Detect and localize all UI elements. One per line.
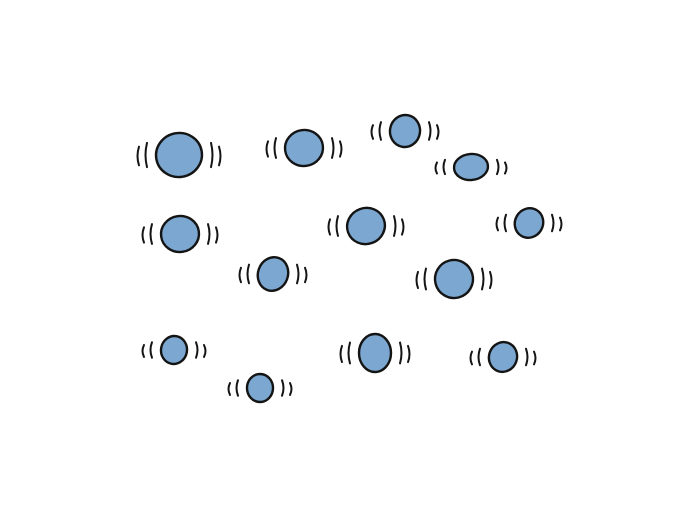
motion-line-right <box>551 213 555 233</box>
motion-line-left <box>469 350 473 366</box>
motion-line-left <box>495 216 499 232</box>
particle-5 <box>141 214 219 254</box>
particle-body <box>256 256 290 292</box>
motion-line-left <box>246 263 250 285</box>
particle-7 <box>495 207 563 239</box>
motion-line-right <box>210 141 214 169</box>
motion-line-right <box>339 140 343 158</box>
motion-line-right <box>399 341 403 365</box>
motion-line-right <box>289 382 293 396</box>
motion-line-left <box>327 218 331 236</box>
motion-line-right <box>304 266 308 284</box>
motion-line-right <box>533 350 537 366</box>
particle-2 <box>265 128 343 168</box>
particle-body <box>245 372 275 404</box>
motion-line-right <box>207 223 211 245</box>
particle-body <box>388 113 422 149</box>
particle-body <box>452 152 490 182</box>
particle-4 <box>434 152 508 182</box>
motion-line-left <box>144 141 148 169</box>
motion-line-right <box>481 267 485 291</box>
particle-13 <box>227 372 293 404</box>
motion-line-left <box>423 267 427 291</box>
particle-body <box>159 334 189 366</box>
particle-body <box>159 214 201 254</box>
motion-line-right <box>215 226 219 244</box>
motion-line-left <box>149 223 153 245</box>
motion-line-left <box>335 215 339 237</box>
motion-line-right <box>281 379 285 397</box>
motion-line-right <box>393 215 397 237</box>
motion-line-right <box>296 263 300 285</box>
motion-line-left <box>339 344 343 364</box>
particle-3 <box>370 113 440 149</box>
motion-line-left <box>347 341 351 365</box>
motion-line-right <box>489 270 493 290</box>
motion-line-right <box>407 344 411 364</box>
particle-body <box>357 332 393 374</box>
motion-line-left <box>149 341 153 359</box>
motion-line-left <box>370 124 374 140</box>
motion-line-right <box>559 216 563 232</box>
motion-line-right <box>504 161 508 175</box>
motion-line-left <box>141 226 145 244</box>
motion-line-left <box>503 213 507 233</box>
motion-line-right <box>195 341 199 359</box>
particle-body <box>154 131 204 179</box>
particle-body <box>487 340 519 374</box>
motion-line-left <box>235 379 239 397</box>
motion-line-left <box>238 266 242 284</box>
particle-10 <box>141 334 207 366</box>
motion-line-right <box>496 158 500 176</box>
motion-line-right <box>525 347 529 367</box>
particle-body <box>513 207 545 239</box>
particle-1 <box>136 131 222 179</box>
motion-line-left <box>136 145 140 167</box>
particle-body <box>283 128 325 168</box>
particle-body <box>433 258 475 300</box>
motion-line-right <box>436 124 440 140</box>
motion-line-right <box>218 145 222 167</box>
motion-line-left <box>265 140 269 158</box>
motion-line-left <box>273 137 277 159</box>
particle-11 <box>339 332 411 374</box>
motion-line-left <box>434 161 438 175</box>
motion-line-right <box>203 344 207 358</box>
particle-6 <box>327 206 405 246</box>
motion-line-left <box>442 158 446 176</box>
particle-body <box>345 206 387 246</box>
particle-8 <box>238 256 308 292</box>
motion-line-left <box>378 121 382 141</box>
motion-line-right <box>331 137 335 159</box>
motion-line-left <box>227 382 231 396</box>
motion-line-left <box>477 347 481 367</box>
motion-line-right <box>428 121 432 141</box>
motion-line-right <box>401 218 405 236</box>
motion-line-left <box>141 344 145 358</box>
particle-12 <box>469 340 537 374</box>
particle-9 <box>415 258 493 300</box>
motion-line-left <box>415 270 419 290</box>
